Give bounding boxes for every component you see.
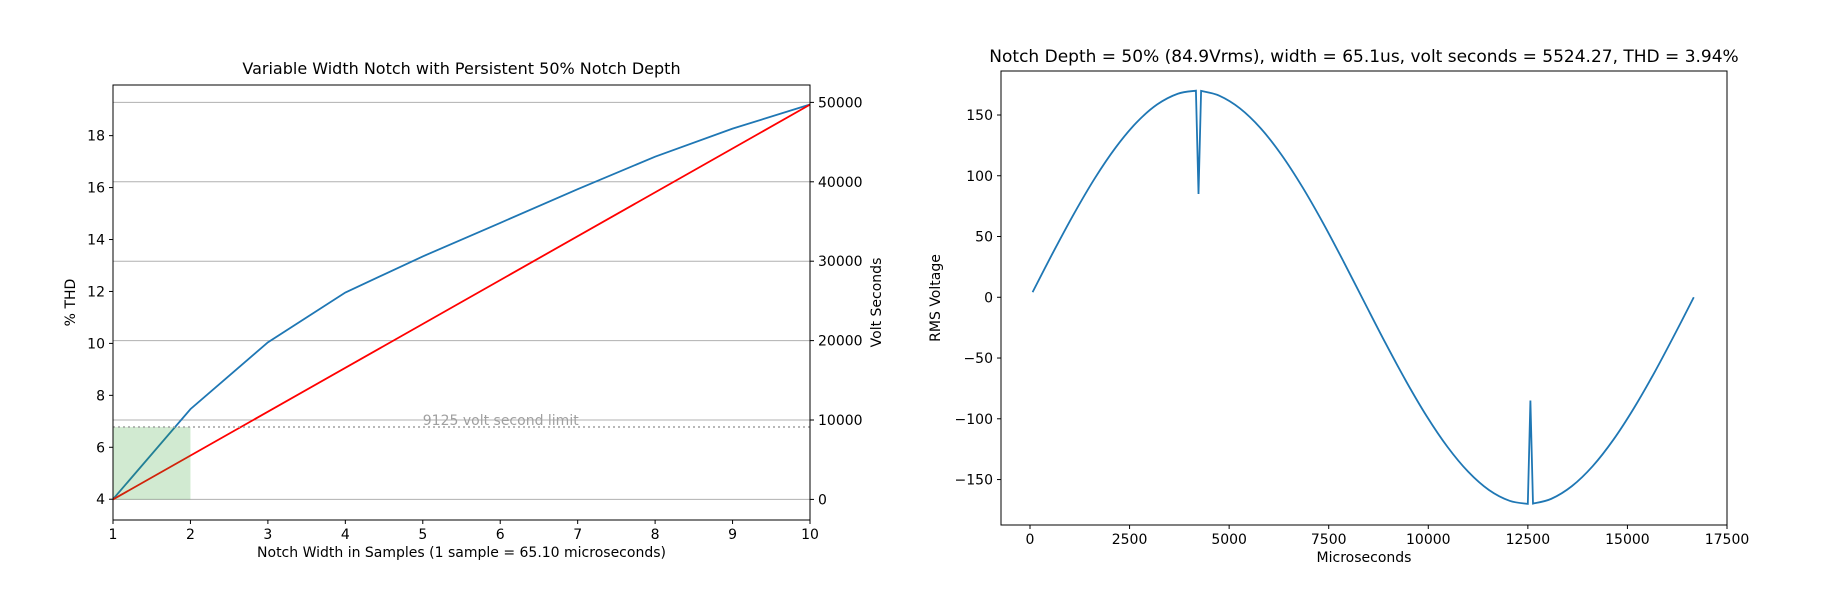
voltage-series-line (1031, 89, 1695, 505)
x-tick-label: 12500 (1506, 532, 1551, 548)
y-tick-label: −50 (963, 351, 993, 367)
y-tick-label: −150 (955, 473, 993, 489)
y-tick-label: 10 (87, 336, 105, 352)
x-tick-label: 1 (109, 527, 118, 543)
y-tick-label: 14 (87, 233, 105, 249)
x-tick-label: 5000 (1211, 532, 1247, 548)
x-axis-label: Microseconds (1317, 550, 1412, 566)
y-right-tick-label: 30000 (818, 254, 863, 270)
x-tick-label: 8 (651, 527, 660, 543)
axes-frame (1000, 70, 1728, 526)
y-right-tick-label: 20000 (818, 334, 863, 350)
x-tick-label: 5 (418, 527, 427, 543)
x-tick-label: 17500 (1705, 532, 1750, 548)
y-right-tick-label: 10000 (818, 413, 863, 429)
x-tick-label: 7500 (1311, 532, 1347, 548)
y-tick-label: 4 (96, 492, 105, 508)
y-right-tick-label: 50000 (818, 95, 863, 111)
volt-seconds-series-line (112, 103, 811, 501)
chart-title: Variable Width Notch with Persistent 50%… (242, 59, 680, 78)
y-tick-label: 12 (87, 284, 105, 300)
thd-series-line (112, 103, 811, 500)
x-tick-label: 2500 (1112, 532, 1148, 548)
axes-frame (112, 84, 811, 521)
right-chart: 0 2500 5000 7500 10000 12500 15000 17500 −150 −10… (928, 47, 1749, 566)
x-tick-label: 9 (728, 527, 737, 543)
y-axis-label: RMS Voltage (928, 254, 944, 342)
x-axis-label: Notch Width in Samples (1 sample = 65.10… (257, 545, 666, 561)
x-tick-label: 10000 (1406, 532, 1451, 548)
x-tick-label: 2 (186, 527, 195, 543)
y-tick-label: 0 (984, 290, 993, 306)
x-tick-label: 6 (496, 527, 505, 543)
y-right-tick-label: 40000 (818, 175, 863, 191)
y-tick-label: 150 (966, 108, 993, 124)
y-tick-label: 100 (966, 169, 993, 185)
y-axis-label: % THD (63, 279, 79, 327)
y-tick-label: −100 (955, 412, 993, 428)
x-tick-label: 4 (341, 527, 350, 543)
shaded-region (113, 426, 191, 500)
limit-label: 9125 volt second limit (423, 413, 579, 429)
y-right-tick-label: 0 (818, 492, 827, 508)
x-tick-label: 10 (801, 527, 819, 543)
x-tick-label: 0 (1026, 532, 1035, 548)
y-tick-label: 6 (96, 440, 105, 456)
chart-title: Notch Depth = 50% (84.9Vrms), width = 65… (989, 47, 1738, 67)
y-tick-label: 50 (975, 230, 993, 246)
y-tick-label: 16 (87, 181, 105, 197)
x-tick-label: 7 (573, 527, 582, 543)
y-right-axis-label: Volt Seconds (869, 258, 885, 348)
x-tick-label: 3 (263, 527, 272, 543)
y-tick-label: 18 (87, 129, 105, 145)
y-tick-label: 8 (96, 388, 105, 404)
x-tick-label: 15000 (1605, 532, 1650, 548)
